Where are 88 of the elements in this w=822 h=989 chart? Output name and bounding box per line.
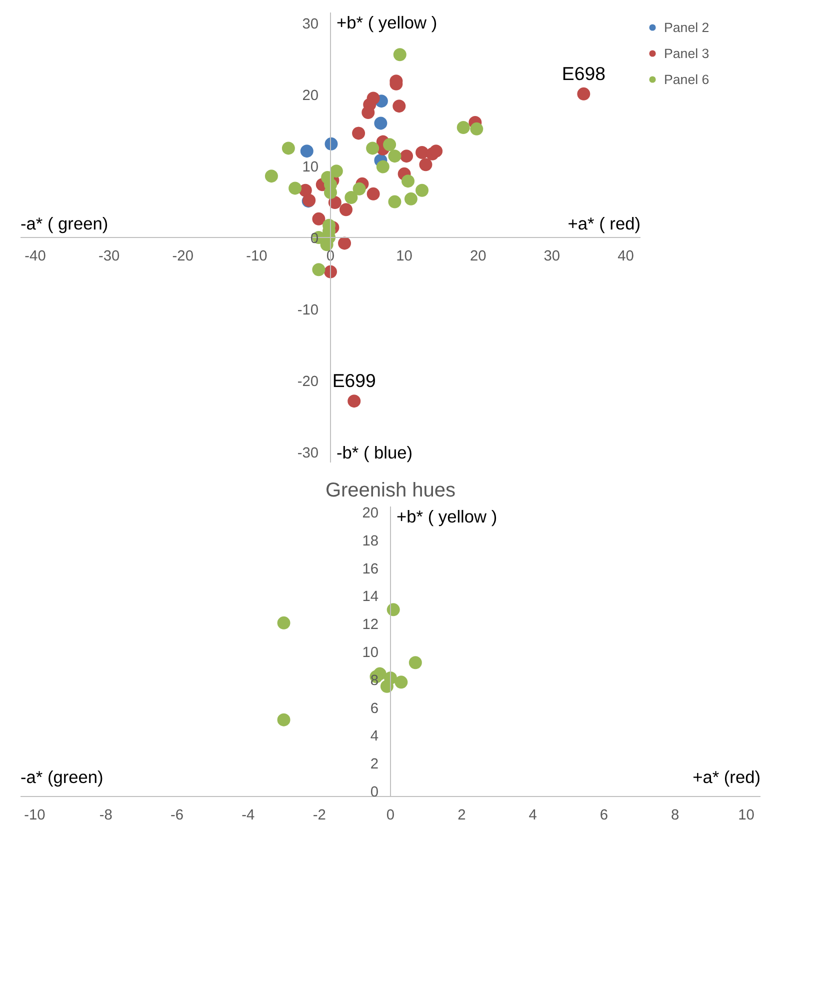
y-tick-label: 30 [302, 16, 319, 33]
point [392, 100, 406, 113]
y-tick-label: 2 [370, 756, 379, 773]
legend-label: Panel 6 [664, 72, 710, 86]
annotation: +b* ( yellow ) [396, 506, 498, 526]
y-tick-label: 12 [362, 617, 379, 634]
point [312, 263, 326, 276]
point [430, 144, 443, 158]
y-tick-label: -20 [297, 374, 319, 390]
x-tick-label: 30 [544, 248, 560, 264]
point [352, 182, 366, 196]
point [282, 142, 295, 155]
point [300, 144, 314, 158]
point [366, 187, 380, 200]
chart-title: Greenish hues [325, 480, 456, 502]
point [338, 236, 352, 250]
y-tick-label: 0 [370, 784, 379, 800]
y-tick-label: 10 [302, 160, 319, 176]
annotation: +a* ( red) [568, 214, 641, 234]
x-tick-label: -30 [98, 248, 120, 264]
x-tick-label: 6 [600, 808, 608, 824]
point [388, 195, 402, 208]
x-tick-label: 40 [618, 248, 634, 264]
point [288, 182, 302, 195]
point [380, 680, 394, 693]
point [400, 150, 414, 163]
point [352, 126, 366, 140]
point [383, 138, 396, 152]
point [366, 142, 380, 155]
point [277, 713, 290, 726]
point [388, 150, 402, 163]
annotation: E699 [332, 370, 376, 392]
point [419, 158, 432, 172]
y-tick-label: 10 [362, 645, 379, 661]
point [374, 116, 388, 130]
x-tick-label: 8 [671, 808, 680, 824]
x-tick-label: -2 [312, 808, 326, 824]
x-tick-label: -20 [172, 248, 194, 264]
x-tick-label: 0 [386, 808, 395, 824]
point [312, 212, 326, 226]
x-tick-label: -6 [170, 808, 184, 824]
annotation: -a* (green) [20, 766, 104, 787]
annotation: E698 [562, 62, 606, 84]
point [340, 203, 352, 216]
point [393, 48, 406, 62]
x-tick-label: 2 [458, 808, 466, 824]
point [416, 146, 429, 159]
y-tick-label: 4 [370, 728, 379, 745]
x-tick-label: 10 [396, 248, 412, 264]
x-tick-label: 4 [528, 808, 537, 824]
y-tick-label: -30 [297, 445, 319, 462]
point [577, 87, 590, 100]
point [344, 191, 358, 204]
legend-label: Panel 3 [664, 46, 710, 60]
legend-label: Panel 2 [664, 20, 710, 34]
point [470, 122, 484, 136]
x-tick-label: 10 [738, 808, 754, 824]
point [402, 174, 414, 188]
point [330, 164, 343, 178]
x-tick-label: -10 [24, 808, 46, 824]
x-tick-label: 20 [470, 248, 486, 264]
y-tick-label: 20 [362, 506, 379, 522]
point [404, 192, 418, 206]
y-tick-label: 6 [370, 700, 379, 717]
point [277, 616, 290, 630]
x-tick-label: -40 [24, 248, 46, 264]
point [416, 184, 429, 197]
point [408, 656, 422, 670]
annotation: -a* ( green) [20, 214, 108, 234]
point [394, 676, 408, 689]
point [456, 121, 470, 134]
annotation: +b* ( yellow ) [336, 12, 438, 32]
point [324, 137, 338, 150]
y-tick-label: 16 [362, 561, 379, 578]
annotation: -b* ( blue) [336, 442, 413, 462]
y-tick-label: 20 [302, 88, 319, 104]
point [386, 603, 400, 616]
y-tick-label: 14 [362, 589, 379, 606]
x-tick-label: -4 [242, 808, 255, 824]
x-tick-label: -10 [246, 248, 268, 264]
y-tick-label: -10 [297, 302, 319, 318]
point [362, 106, 375, 119]
point [264, 170, 278, 183]
point [348, 394, 361, 408]
point [376, 160, 390, 174]
annotation: +a* (red) [692, 766, 761, 787]
y-tick-label: 18 [362, 533, 379, 550]
x-tick-label: -8 [99, 808, 112, 824]
